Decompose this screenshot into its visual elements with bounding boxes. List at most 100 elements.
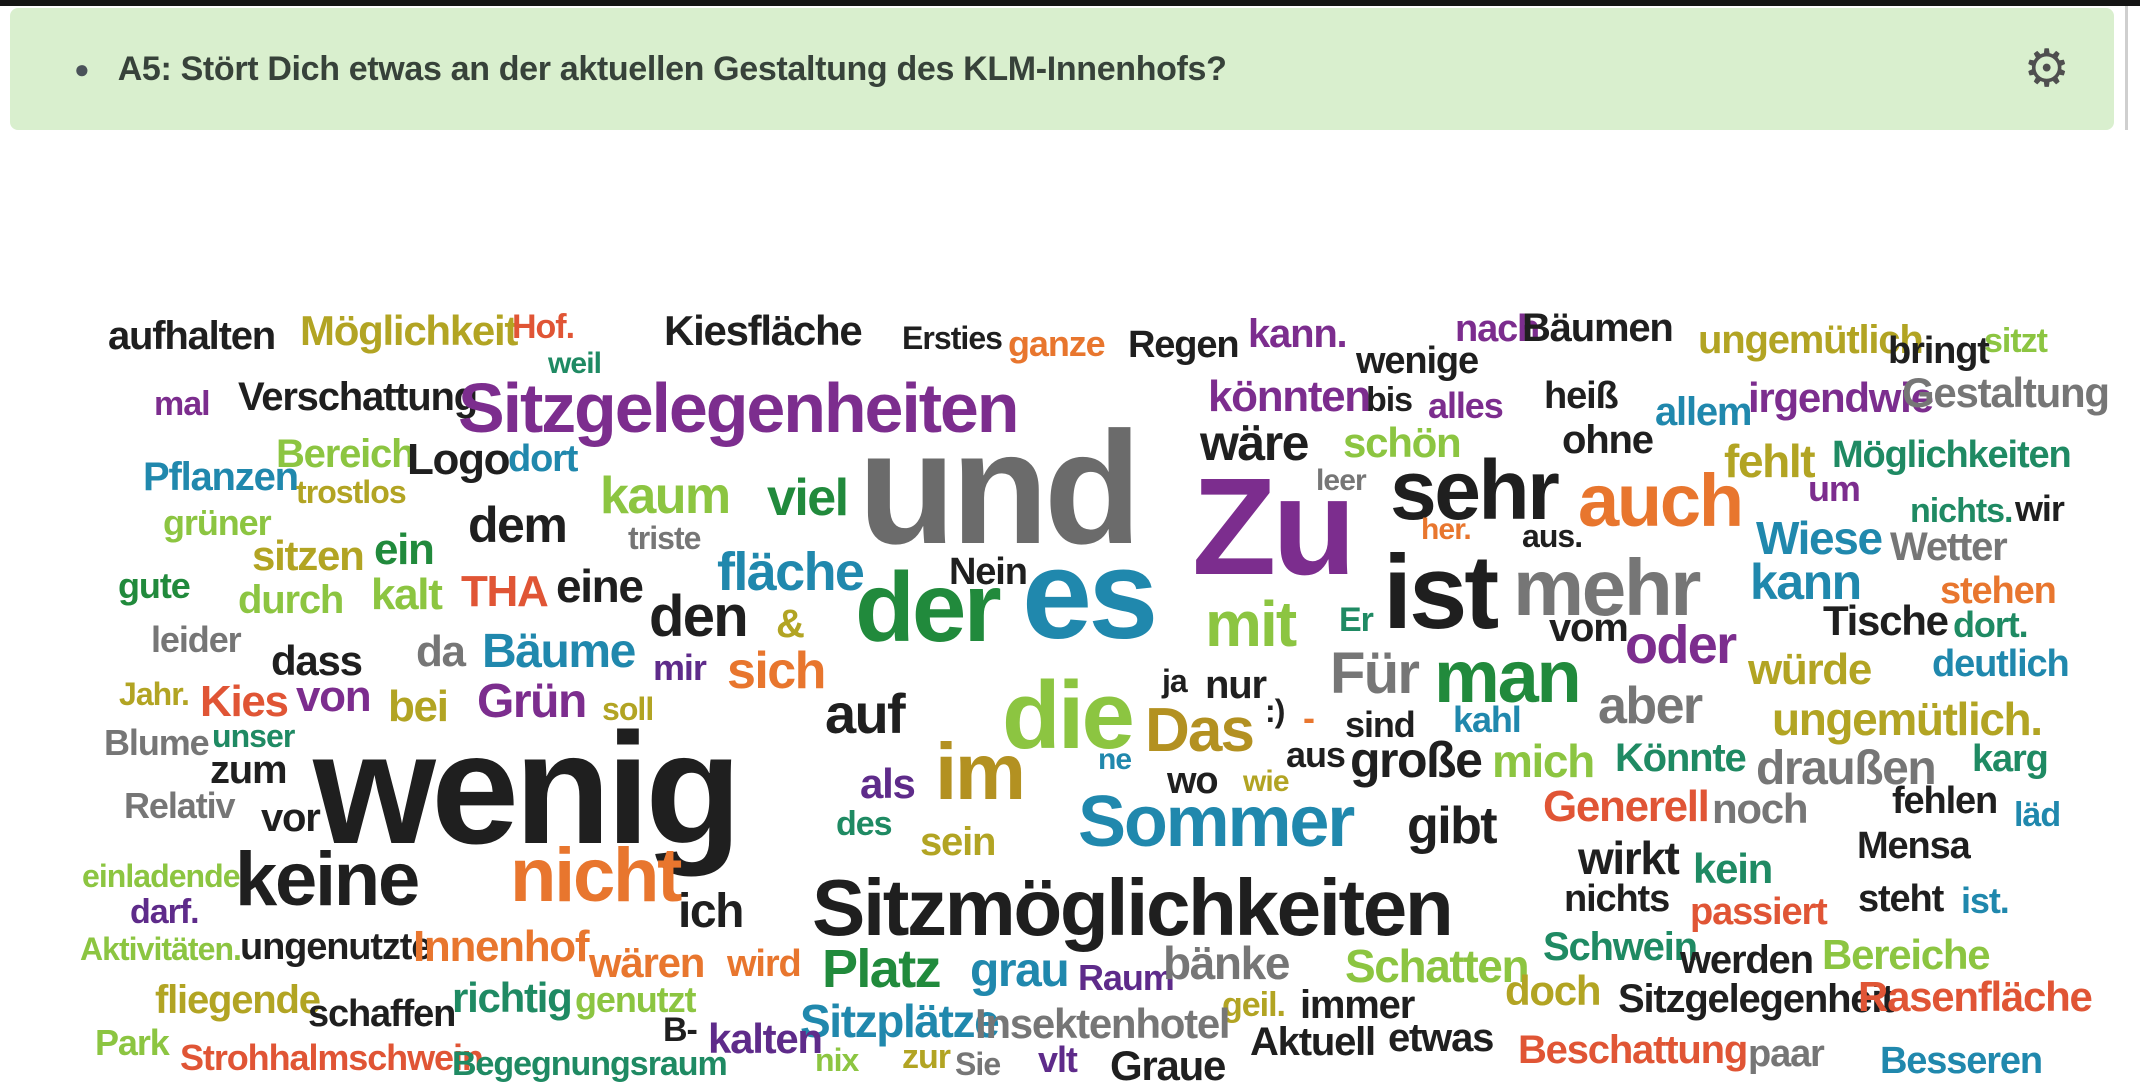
gear-icon[interactable]: ⚙ — [2023, 39, 2070, 99]
cloud-word: Könnte — [1615, 736, 1747, 780]
cloud-word: leider — [151, 619, 242, 660]
cloud-word: ganze — [1008, 323, 1106, 364]
cloud-word: nur — [1205, 663, 1267, 707]
cloud-word: im — [935, 727, 1026, 816]
cloud-word: Sitzgelegenheiten — [458, 369, 1020, 447]
cloud-word: irgendwie — [1748, 374, 1934, 421]
cloud-word: Wiese — [1756, 512, 1883, 564]
cloud-word: kalt — [371, 570, 443, 619]
cloud-word: ungemütlich — [1698, 318, 1924, 362]
cloud-word: alles — [1428, 385, 1504, 426]
cloud-word: Mensa — [1857, 825, 1971, 867]
cloud-word: trostlos — [296, 474, 407, 510]
cloud-word: kein — [1693, 845, 1773, 892]
cloud-word: aber — [1598, 677, 1703, 735]
cloud-word: ne — [1098, 743, 1132, 776]
cloud-word: Begegnungsraum — [452, 1045, 728, 1083]
cloud-word: Relativ — [124, 785, 236, 826]
cloud-word: Raum — [1078, 957, 1175, 998]
cloud-word: nix — [815, 1042, 859, 1078]
cloud-word: Das — [1145, 696, 1255, 765]
cloud-word: bis — [1366, 381, 1413, 419]
cloud-word: kaum — [600, 467, 731, 525]
cloud-word: nichts. — [1910, 492, 2013, 530]
cloud-word: zur — [902, 1038, 951, 1076]
cloud-word: den — [649, 584, 749, 649]
cloud-word: weil — [548, 347, 602, 380]
cloud-word: aus. — [1522, 518, 1583, 554]
cloud-word: fläche — [717, 542, 865, 602]
cloud-word: mal — [154, 385, 211, 423]
cloud-word: Pflanzen — [143, 455, 299, 499]
cloud-word: Grün — [477, 675, 587, 728]
cloud-word: ist — [1383, 534, 1499, 651]
cloud-word: nicht — [510, 833, 682, 918]
bullet-icon: ● — [74, 54, 90, 84]
cloud-word: Für — [1330, 641, 1420, 706]
cloud-word: eine — [556, 560, 644, 612]
cloud-word: Park — [95, 1022, 170, 1063]
cloud-word: wirkt — [1578, 832, 1680, 884]
cloud-word: wenig — [313, 701, 742, 877]
cloud-word: Tische — [1823, 597, 1949, 644]
cloud-word: Besseren — [1880, 1040, 2043, 1082]
cloud-word: Möglichkeiten — [1832, 434, 2072, 476]
cloud-word: Bereich — [276, 432, 416, 476]
cloud-word: sich — [727, 642, 826, 700]
cloud-word: wäre — [1200, 415, 1309, 471]
cloud-word: Generell — [1543, 782, 1710, 831]
cloud-word: unser — [212, 718, 295, 754]
cloud-word: da — [416, 627, 466, 676]
cloud-word: bänke — [1163, 937, 1290, 989]
cloud-word: vor — [261, 796, 321, 840]
cloud-word: Er — [1339, 601, 1374, 639]
cloud-word: Nein — [949, 551, 1028, 593]
cloud-word: leer — [1316, 464, 1367, 497]
cloud-word: Bäumen — [1522, 306, 1674, 350]
cloud-word: nichts — [1564, 878, 1670, 920]
cloud-word: - — [1303, 697, 1315, 738]
cloud-word: große — [1350, 732, 1483, 788]
cloud-word: Regen — [1128, 324, 1240, 366]
cloud-word: Verschattung — [238, 375, 478, 419]
cloud-word: wo — [1167, 760, 1219, 802]
cloud-word: Sitzmöglichkeiten — [812, 863, 1454, 952]
cloud-word: Aktivitäten. — [80, 931, 242, 967]
cloud-word: als — [860, 760, 916, 807]
cloud-word: Schatten — [1345, 940, 1530, 992]
cloud-word: fehlt — [1724, 435, 1816, 487]
cloud-word: Bereiche — [1822, 931, 1991, 978]
cloud-word: gute — [118, 565, 191, 606]
cloud-word: der — [855, 552, 1002, 662]
cloud-word: würde — [1748, 645, 1872, 694]
cloud-word: doch — [1505, 967, 1602, 1014]
cloud-word: fliegende — [155, 978, 321, 1022]
cloud-word: ist. — [1961, 880, 2010, 921]
cloud-word: einladende — [82, 858, 241, 894]
question-header-row[interactable]: ● A5: Stört Dich etwas an der aktuellen … — [10, 8, 2114, 130]
cloud-word: Beschattung — [1518, 1028, 1748, 1072]
cloud-word: dort. — [1953, 604, 2029, 645]
cloud-word: vlt — [1038, 1039, 1078, 1080]
cloud-word: Kiesfläche — [664, 307, 863, 354]
cloud-word: Logo — [407, 435, 511, 484]
cloud-word: um — [1808, 468, 1861, 509]
cloud-word: stehen — [1940, 570, 2057, 612]
cloud-word: Schwein — [1543, 925, 1698, 969]
cloud-word: Sitzplätze — [800, 995, 1000, 1047]
cloud-word: darf. — [130, 893, 200, 931]
cloud-word: karg — [1972, 738, 2049, 780]
cloud-word: B- — [663, 1011, 698, 1049]
cloud-word: mehr — [1513, 543, 1701, 632]
cloud-word: kann — [1750, 554, 1862, 610]
cloud-word: paar — [1748, 1033, 1825, 1075]
cloud-word: wird — [727, 943, 802, 985]
cloud-word: grüner — [163, 502, 272, 543]
cloud-word: triste — [628, 520, 701, 556]
cloud-word: ungemütlich. — [1772, 693, 2043, 745]
cloud-word: noch — [1712, 785, 1809, 832]
cloud-word: Aktuell — [1250, 1020, 1376, 1064]
cloud-word: auf — [825, 682, 906, 745]
cloud-word: aufhalten — [108, 314, 276, 358]
cloud-word: Ersties — [902, 320, 1003, 356]
